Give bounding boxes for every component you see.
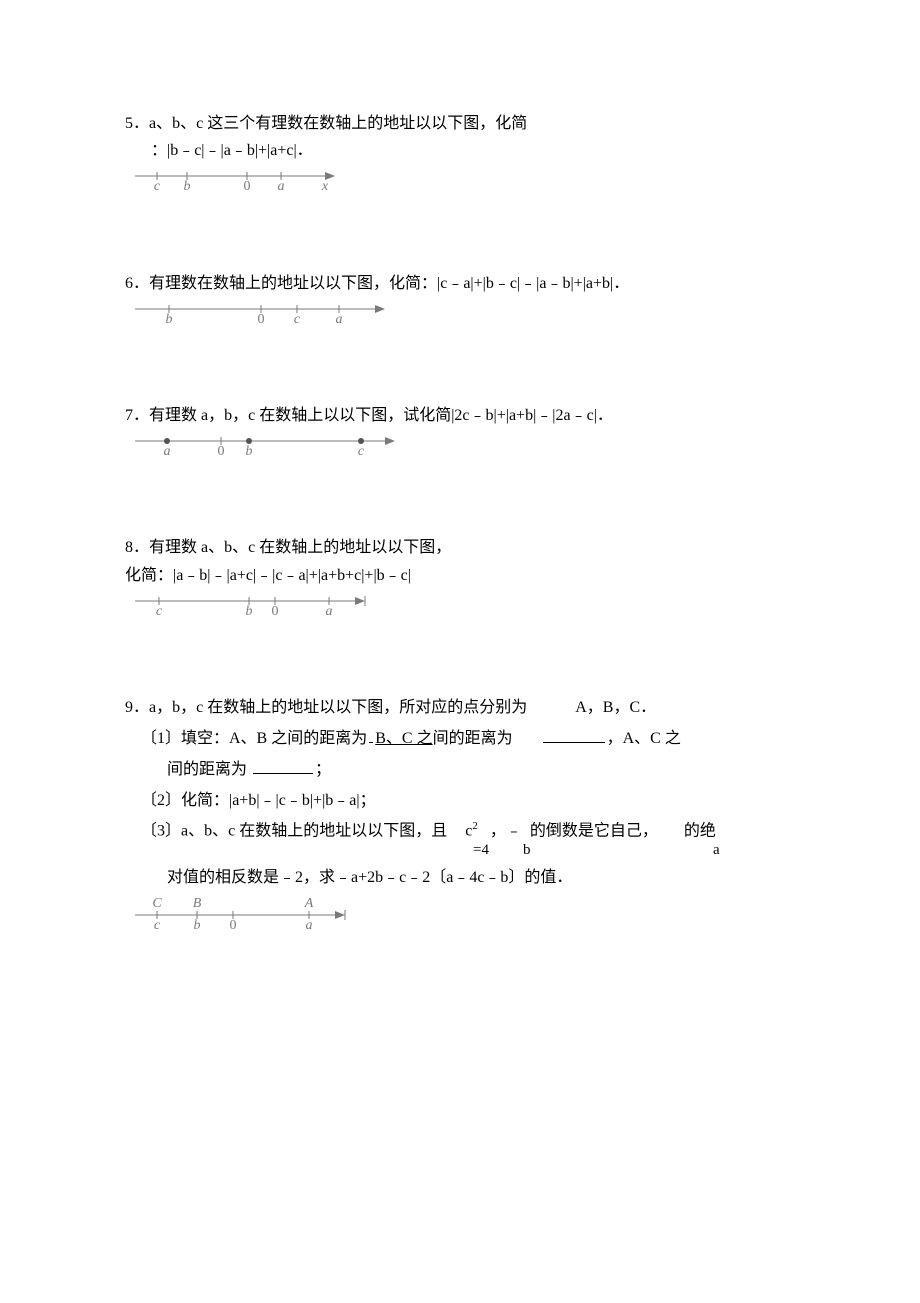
problem-5-text1: a、b、c 这三个有理数在数轴上的地址以以下图，化简 (149, 115, 527, 132)
problem-7-number: 7． (125, 407, 149, 424)
p9-part1-l2-tail: ； (315, 761, 331, 778)
svg-text:C: C (152, 897, 162, 911)
problem-6-text: 有理数在数轴上的地址以以下图，化简：|c﹣a|+|b﹣c|﹣|a﹣b|+|a+b… (149, 275, 629, 292)
problem-9-line-main: 9．a，b，c 在数轴上的地址以以下图，所对应的点分别为 A，B，C． (125, 694, 795, 721)
svg-text:a: a (336, 312, 343, 325)
svg-text:b: b (194, 918, 201, 931)
problem-9-part3-line1: 〔3〕a、b、c 在数轴上的地址以以下图，且c2，﹣的倒数是它自己，的绝 =4 … (125, 819, 795, 842)
svg-text:B: B (193, 897, 202, 911)
p9-eq4: =4 (473, 841, 489, 861)
svg-text:b: b (246, 444, 253, 457)
problem-6-numberline: b 0 c a (129, 303, 795, 334)
problem-9-part3-line2: 对值的相反数是﹣2，求﹣a+2b﹣c﹣2〔a﹣4c﹣b〕的值． (125, 864, 795, 891)
svg-text:a: a (278, 179, 285, 192)
problem-8-line2: 化简：|a﹣b|﹣|a+c|﹣|c﹣a|+|a+b+c|+|b﹣c| (125, 562, 795, 589)
problem-5-line1: 5．a、b、c 这三个有理数在数轴上的地址以以下图，化简 (125, 110, 795, 137)
svg-text:b: b (166, 312, 173, 325)
problem-9-part1-line1: 〔1〕填空：A、B 之间的距离为 B、C 之间的距离为 ，A、C 之 (125, 725, 795, 752)
svg-text:0: 0 (258, 312, 265, 325)
problem-5-line2: ：|b﹣c|﹣|a﹣b|+|a+c|． (125, 137, 795, 164)
svg-text:A: A (304, 897, 314, 911)
svg-text:0: 0 (218, 444, 225, 457)
p9-bvar: b (523, 841, 531, 861)
problem-9-part1-line2: 间的距离为 ； (125, 756, 795, 783)
p9-part1-prefix: 〔1〕填空：A、B 之间的距离为 (141, 730, 367, 747)
svg-text:b: b (246, 604, 253, 617)
problem-6-number: 6． (125, 275, 149, 292)
problem-8-line1: 8．有理数 a、b、c 在数轴上的地址以以下图， (125, 534, 795, 561)
problem-5: 5．a、b、c 这三个有理数在数轴上的地址以以下图，化简 ：|b﹣c|﹣|a﹣b… (125, 110, 795, 202)
svg-text:c: c (154, 918, 161, 931)
blank-2 (543, 725, 605, 743)
p9-3b: ，﹣ (490, 822, 522, 839)
problem-9-text-main: a，b，c 在数轴上的地址以以下图，所对应的点分别为 (149, 699, 527, 716)
p9-avar: a (713, 841, 720, 861)
p9-part1-tail: ，A、C 之 (607, 730, 681, 747)
problem-5-number: 5． (125, 115, 149, 132)
svg-text:c: c (358, 444, 365, 457)
problem-8-numberline: c b 0 a (129, 595, 795, 626)
problem-8-text1: 有理数 a、b、c 在数轴上的地址以以下图， (149, 539, 451, 556)
p9-part1-mid: B、C 之 (375, 730, 432, 747)
p9-part1-mid2: 间的距离为 (433, 730, 513, 747)
svg-text:a: a (164, 444, 171, 457)
problem-6: 6．有理数在数轴上的地址以以下图，化简：|c﹣a|+|b﹣c|﹣|a﹣b|+|a… (125, 270, 795, 334)
svg-text:a: a (326, 604, 333, 617)
problem-7-line: 7．有理数 a，b，c 在数轴上以以下图，试化简|2c﹣b|+|a+b|﹣|2a… (125, 402, 795, 429)
svg-text:c: c (154, 179, 161, 192)
p9-3d: 的绝 (684, 822, 716, 839)
p9-part1-l2-head: 间的距离为 (167, 761, 247, 778)
svg-text:c: c (156, 604, 163, 617)
problem-9: 9．a，b，c 在数轴上的地址以以下图，所对应的点分别为 A，B，C． 〔1〕填空… (125, 694, 795, 940)
page: 5．a、b、c 这三个有理数在数轴上的地址以以下图，化简 ：|b﹣c|﹣|a﹣b… (0, 0, 920, 1000)
problem-8: 8．有理数 a、b、c 在数轴上的地址以以下图， 化简：|a﹣b|﹣|a+c|﹣… (125, 534, 795, 626)
p9-c2-exp: 2 (472, 820, 478, 832)
blank-1 (369, 725, 373, 743)
problem-5-numberline: c b 0 a x (129, 170, 795, 201)
problem-9-numberline: Cc Bb 0 Aa (129, 897, 795, 940)
svg-text:0: 0 (272, 604, 279, 617)
problem-7-numberline: a 0 b c (129, 435, 795, 466)
problem-7: 7．有理数 a，b，c 在数轴上以以下图，试化简|2c﹣b|+|a+b|﹣|2a… (125, 402, 795, 466)
svg-text:a: a (306, 918, 313, 931)
p9-3c: 的倒数是它自己， (530, 822, 658, 839)
problem-9-part2: 〔2〕化简：|a+b|﹣|c﹣b|+|b﹣a|； (125, 787, 795, 814)
problem-6-line: 6．有理数在数轴上的地址以以下图，化简：|c﹣a|+|b﹣c|﹣|a﹣b|+|a… (125, 270, 795, 297)
p9-3a: 〔3〕a、b、c 在数轴上的地址以以下图，且 (141, 822, 447, 839)
svg-text:0: 0 (244, 179, 251, 192)
svg-text:0: 0 (230, 918, 237, 931)
problem-8-number: 8． (125, 539, 149, 556)
svg-text:c: c (294, 312, 301, 325)
blank-3 (253, 756, 313, 774)
svg-text:x: x (321, 179, 329, 192)
problem-9-number: 9． (125, 699, 149, 716)
problem-7-text: 有理数 a，b，c 在数轴上以以下图，试化简|2c﹣b|+|a+b|﹣|2a﹣c… (149, 407, 613, 424)
problem-9-text-tail: A，B，C． (575, 699, 656, 716)
svg-text:b: b (184, 179, 191, 192)
